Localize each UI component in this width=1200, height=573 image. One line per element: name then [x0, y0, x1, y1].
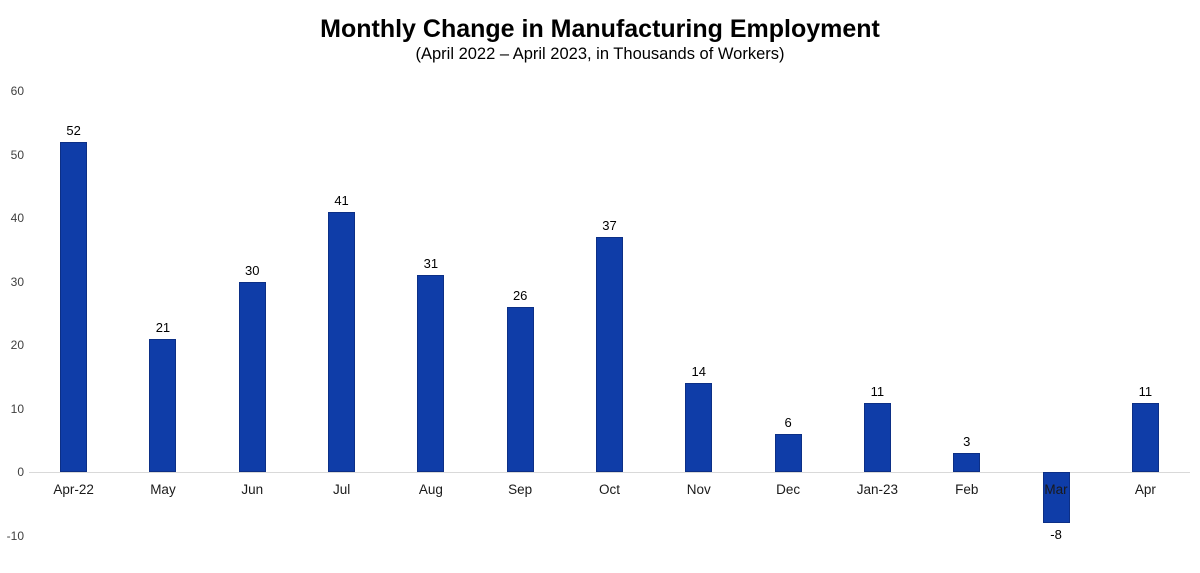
bar-Oct — [596, 237, 623, 473]
bar-value-label: 3 — [963, 434, 971, 450]
bar-value-label: -8 — [1050, 527, 1062, 543]
y-axis-tick-label: 30 — [10, 274, 24, 289]
y-axis-tick-label: 50 — [10, 147, 24, 162]
bar-value-label: 6 — [784, 415, 792, 431]
x-axis-category-label: Jan-23 — [856, 482, 899, 498]
bar-Mar — [1042, 472, 1070, 524]
x-axis-category-label: Jul — [332, 482, 351, 498]
bar-value-label: 31 — [423, 256, 439, 272]
bar-Aug — [417, 275, 445, 473]
y-axis-tick-label: -10 — [6, 529, 24, 543]
bar-Jul — [328, 211, 356, 473]
bar-value-label: 37 — [602, 218, 617, 234]
x-axis-category-label: Aug — [418, 482, 443, 498]
x-axis-category-label: Dec — [776, 482, 801, 498]
x-axis-category-label: Apr-22 — [53, 482, 94, 498]
bar-May — [149, 338, 177, 473]
chart-subtitle: (April 2022 – April 2023, in Thousands o… — [415, 45, 785, 63]
bar-value-label: 30 — [245, 262, 260, 278]
y-axis-tick-label: 10 — [10, 401, 24, 416]
bar-value-label: 52 — [66, 122, 81, 138]
bar-value-label: 14 — [691, 364, 707, 380]
y-axis-tick-label: 40 — [10, 211, 24, 226]
x-axis-line — [29, 472, 1190, 473]
bar-Feb — [953, 453, 981, 473]
bar-Sep — [506, 307, 534, 473]
y-axis-tick-label: 60 — [10, 84, 24, 98]
bar-Nov — [685, 383, 713, 473]
bar-value-label: 11 — [870, 383, 885, 399]
x-axis-category-label: Jun — [241, 482, 264, 498]
bar-Dec — [774, 434, 802, 473]
chart-title: Monthly Change in Manufacturing Employme… — [320, 15, 880, 43]
bar-Apr-22 — [60, 141, 88, 473]
x-axis-category-label: Oct — [598, 482, 620, 498]
x-axis-category-label: Apr — [1134, 482, 1156, 498]
y-axis-tick-label: 20 — [10, 338, 24, 353]
y-axis-tick-label: 0 — [17, 465, 24, 480]
bar-Jun — [238, 281, 266, 473]
x-axis-category-label: May — [150, 482, 176, 498]
bar-value-label: 26 — [512, 288, 528, 304]
bar-value-label: 41 — [334, 192, 349, 208]
bar-value-label: 11 — [1138, 383, 1153, 399]
chart-header: Monthly Change in Manufacturing Employme… — [0, 14, 1200, 64]
x-axis-category-label: Feb — [955, 482, 979, 498]
x-axis-category-label: Sep — [508, 482, 533, 498]
bar-Jan-23 — [863, 402, 891, 473]
x-axis-category-label: Nov — [686, 482, 711, 498]
bar-value-label: 21 — [155, 319, 171, 335]
bar-Apr — [1131, 402, 1159, 473]
x-axis-category-label: Mar — [1044, 482, 1068, 498]
